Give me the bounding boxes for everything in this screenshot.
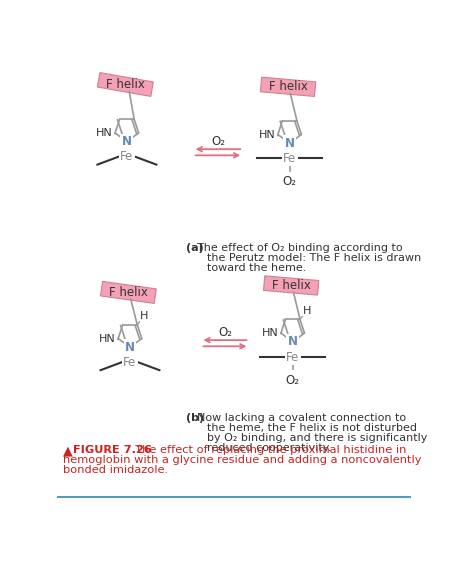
Text: N: N [125, 341, 135, 354]
Text: HN: HN [96, 128, 113, 138]
Text: H: H [303, 306, 312, 315]
Text: toward the heme.: toward the heme. [207, 263, 306, 273]
Text: hemoglobin with a glycine residue and adding a noncovalently: hemoglobin with a glycine residue and ad… [64, 455, 422, 465]
Text: F helix: F helix [272, 279, 311, 292]
Text: FIGURE 7.26: FIGURE 7.26 [73, 445, 152, 455]
Text: F helix: F helix [106, 78, 145, 91]
Text: the heme, the F helix is not disturbed: the heme, the F helix is not disturbed [207, 422, 417, 432]
FancyBboxPatch shape [97, 73, 153, 96]
Text: Fe: Fe [283, 152, 296, 165]
Text: ▲: ▲ [64, 445, 73, 458]
FancyBboxPatch shape [260, 77, 316, 96]
Text: F helix: F helix [269, 81, 308, 93]
Text: O₂: O₂ [211, 135, 225, 148]
Text: O₂: O₂ [282, 175, 297, 189]
Text: Now lacking a covalent connection to: Now lacking a covalent connection to [197, 413, 407, 422]
FancyBboxPatch shape [264, 276, 319, 295]
Text: (b): (b) [186, 413, 204, 422]
Text: N: N [285, 136, 295, 150]
Text: The effect of O₂ binding according to: The effect of O₂ binding according to [197, 243, 403, 253]
Text: the Perutz model: The F helix is drawn: the Perutz model: The F helix is drawn [207, 253, 421, 263]
Text: Fe: Fe [286, 351, 299, 364]
Text: bonded imidazole.: bonded imidazole. [64, 465, 169, 475]
Text: O₂: O₂ [286, 374, 300, 387]
Text: reduced cooperativity.: reduced cooperativity. [207, 443, 331, 453]
Text: HN: HN [99, 333, 116, 343]
Text: F helix: F helix [109, 286, 148, 299]
Text: Fe: Fe [120, 150, 133, 163]
Text: by O₂ binding, and there is significantly: by O₂ binding, and there is significantl… [207, 432, 427, 443]
FancyBboxPatch shape [101, 282, 156, 303]
Text: HN: HN [259, 129, 276, 140]
Text: Fe: Fe [123, 356, 137, 369]
Text: N: N [288, 335, 298, 348]
Text: The effect of replacing the proximal histidine in: The effect of replacing the proximal his… [128, 445, 407, 455]
Text: N: N [122, 135, 132, 148]
Text: H: H [140, 311, 149, 321]
Text: O₂: O₂ [218, 326, 232, 339]
Text: HN: HN [262, 328, 279, 338]
Text: (a): (a) [186, 243, 203, 253]
